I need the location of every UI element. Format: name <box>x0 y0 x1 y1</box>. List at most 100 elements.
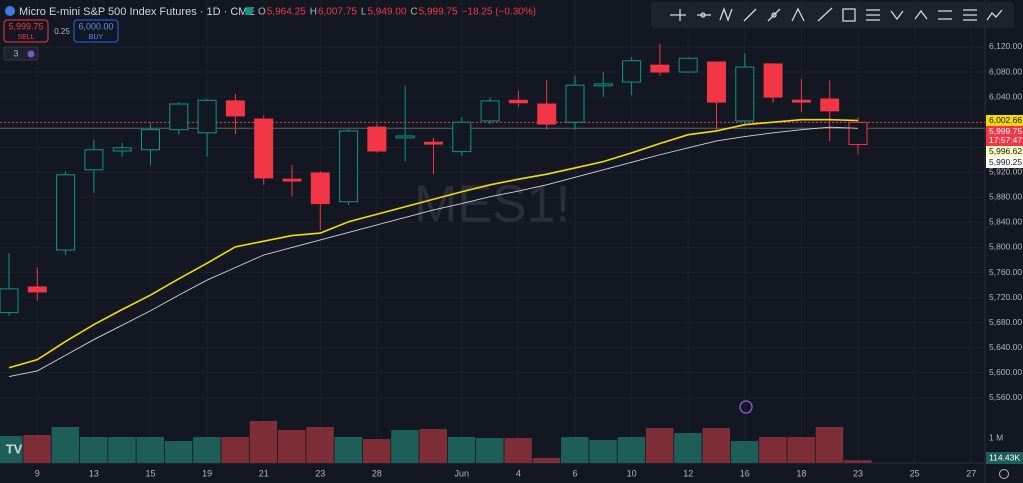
x-tick-label: 6 <box>572 468 577 478</box>
tool-button[interactable] <box>743 8 757 22</box>
buy-button[interactable] <box>73 19 119 43</box>
volume-label-bg <box>986 452 1023 464</box>
y-tick-label: 6,080.00 <box>989 66 1022 76</box>
toolbar-icons <box>670 7 1003 22</box>
settings-icon[interactable] <box>999 469 1009 479</box>
ohlc-value: 5,949.00 <box>367 7 406 18</box>
sell-button[interactable] <box>3 19 49 43</box>
volume-bar <box>419 429 447 463</box>
candle-body <box>367 126 387 152</box>
price-label-bg <box>986 126 1023 147</box>
symbol-title[interactable]: Micro E-mini S&P 500 Index Futures · 1D … <box>19 6 255 18</box>
tool-button[interactable] <box>914 9 928 20</box>
price-label: 5,990.25 <box>989 157 1022 167</box>
candle-body <box>848 121 868 146</box>
candle-body <box>452 121 472 153</box>
ohlc-key: L <box>361 7 367 18</box>
ohlc-key: H <box>310 7 317 18</box>
indicator-icon <box>27 50 35 58</box>
tool-button[interactable] <box>938 10 952 20</box>
volume-last-label: 114.43K <box>989 452 1020 462</box>
candle-body <box>678 57 698 73</box>
candle-body <box>565 84 585 123</box>
y-tick-label: 6,040.00 <box>989 91 1022 101</box>
y-tick-label: 5,760.00 <box>989 267 1022 277</box>
sell-label: SELL <box>17 34 34 41</box>
x-tick-label: 15 <box>145 468 155 478</box>
volume-bar <box>193 437 221 463</box>
candle-body <box>650 64 670 73</box>
x-tick-label: 12 <box>683 468 693 478</box>
volume-bar <box>108 437 136 463</box>
y-tick-label: 5,600.00 <box>989 367 1022 377</box>
x-tick-label: 19 <box>202 468 212 478</box>
volume-bar <box>447 437 476 463</box>
tool-button[interactable] <box>866 9 880 21</box>
x-tick-label: 23 <box>315 468 325 478</box>
candle-body <box>112 147 132 152</box>
tool-button[interactable] <box>817 7 833 22</box>
candle-body <box>27 286 47 293</box>
candle-body <box>735 66 755 122</box>
candle-body <box>820 98 840 112</box>
status-dot <box>245 7 253 15</box>
ohlc-value: 5,999.75 <box>419 7 458 18</box>
price-label: 6,002.66 <box>989 115 1022 125</box>
candle-body <box>310 172 330 205</box>
candle-body <box>424 141 443 145</box>
y-tick-label: 5,560.00 <box>989 392 1022 402</box>
y-tick-label: 5,920.00 <box>989 167 1022 177</box>
volume-bar <box>702 428 730 463</box>
candle-body <box>508 99 528 104</box>
volume-bar <box>674 433 702 463</box>
tool-button[interactable] <box>767 8 781 22</box>
candle-body <box>395 135 415 139</box>
tool-button[interactable] <box>890 10 904 21</box>
candle-body <box>480 100 500 122</box>
volume-bar <box>787 437 815 463</box>
logo: TV <box>6 441 23 456</box>
event-icon[interactable] <box>739 400 753 414</box>
volume-bar <box>221 437 249 463</box>
ohlc-key: O <box>258 7 266 18</box>
candle-body <box>0 288 19 314</box>
x-tick-label: 16 <box>740 468 750 478</box>
tool-button[interactable] <box>719 7 733 22</box>
countdown: 17:57:47 <box>989 135 1022 145</box>
y-tick-label: 5,680.00 <box>989 317 1022 327</box>
volume-bar <box>23 435 51 463</box>
tool-button[interactable] <box>670 9 686 21</box>
volume-bar <box>844 460 872 463</box>
ohlc-value: 6,007.75 <box>318 7 357 18</box>
volume-bar <box>815 427 844 463</box>
y-tick-label: 5,720.00 <box>989 292 1022 302</box>
tool-button[interactable] <box>963 9 977 21</box>
candle-body <box>225 100 245 117</box>
candle-body <box>282 178 302 182</box>
volume-bar <box>0 436 23 463</box>
x-tick-label: 28 <box>372 468 382 478</box>
y-tick-label: 5,840.00 <box>989 217 1022 227</box>
tool-button[interactable] <box>697 12 711 18</box>
candle-body <box>537 103 557 125</box>
volume-bar <box>51 427 80 463</box>
x-tick-label: 27 <box>966 468 976 478</box>
tool-button[interactable] <box>842 8 856 22</box>
candle-body <box>141 129 160 151</box>
tool-button[interactable] <box>986 9 1003 21</box>
price-label: 5,999.75 <box>989 126 1022 136</box>
x-tick-label: 4 <box>516 468 521 478</box>
candle-body <box>791 99 811 103</box>
tool-button[interactable] <box>791 7 805 22</box>
buy-label: BUY <box>89 34 104 41</box>
price-label: 5,996.62 <box>989 146 1022 156</box>
volume-bar <box>249 421 278 463</box>
x-tick-label: 23 <box>853 468 863 478</box>
ohlc-value: 5,964.25 <box>267 7 306 18</box>
volume-bar <box>532 458 561 463</box>
x-tick-label: 13 <box>89 468 99 478</box>
volume-bar <box>645 428 674 463</box>
indicator-count: 3 <box>13 48 18 58</box>
